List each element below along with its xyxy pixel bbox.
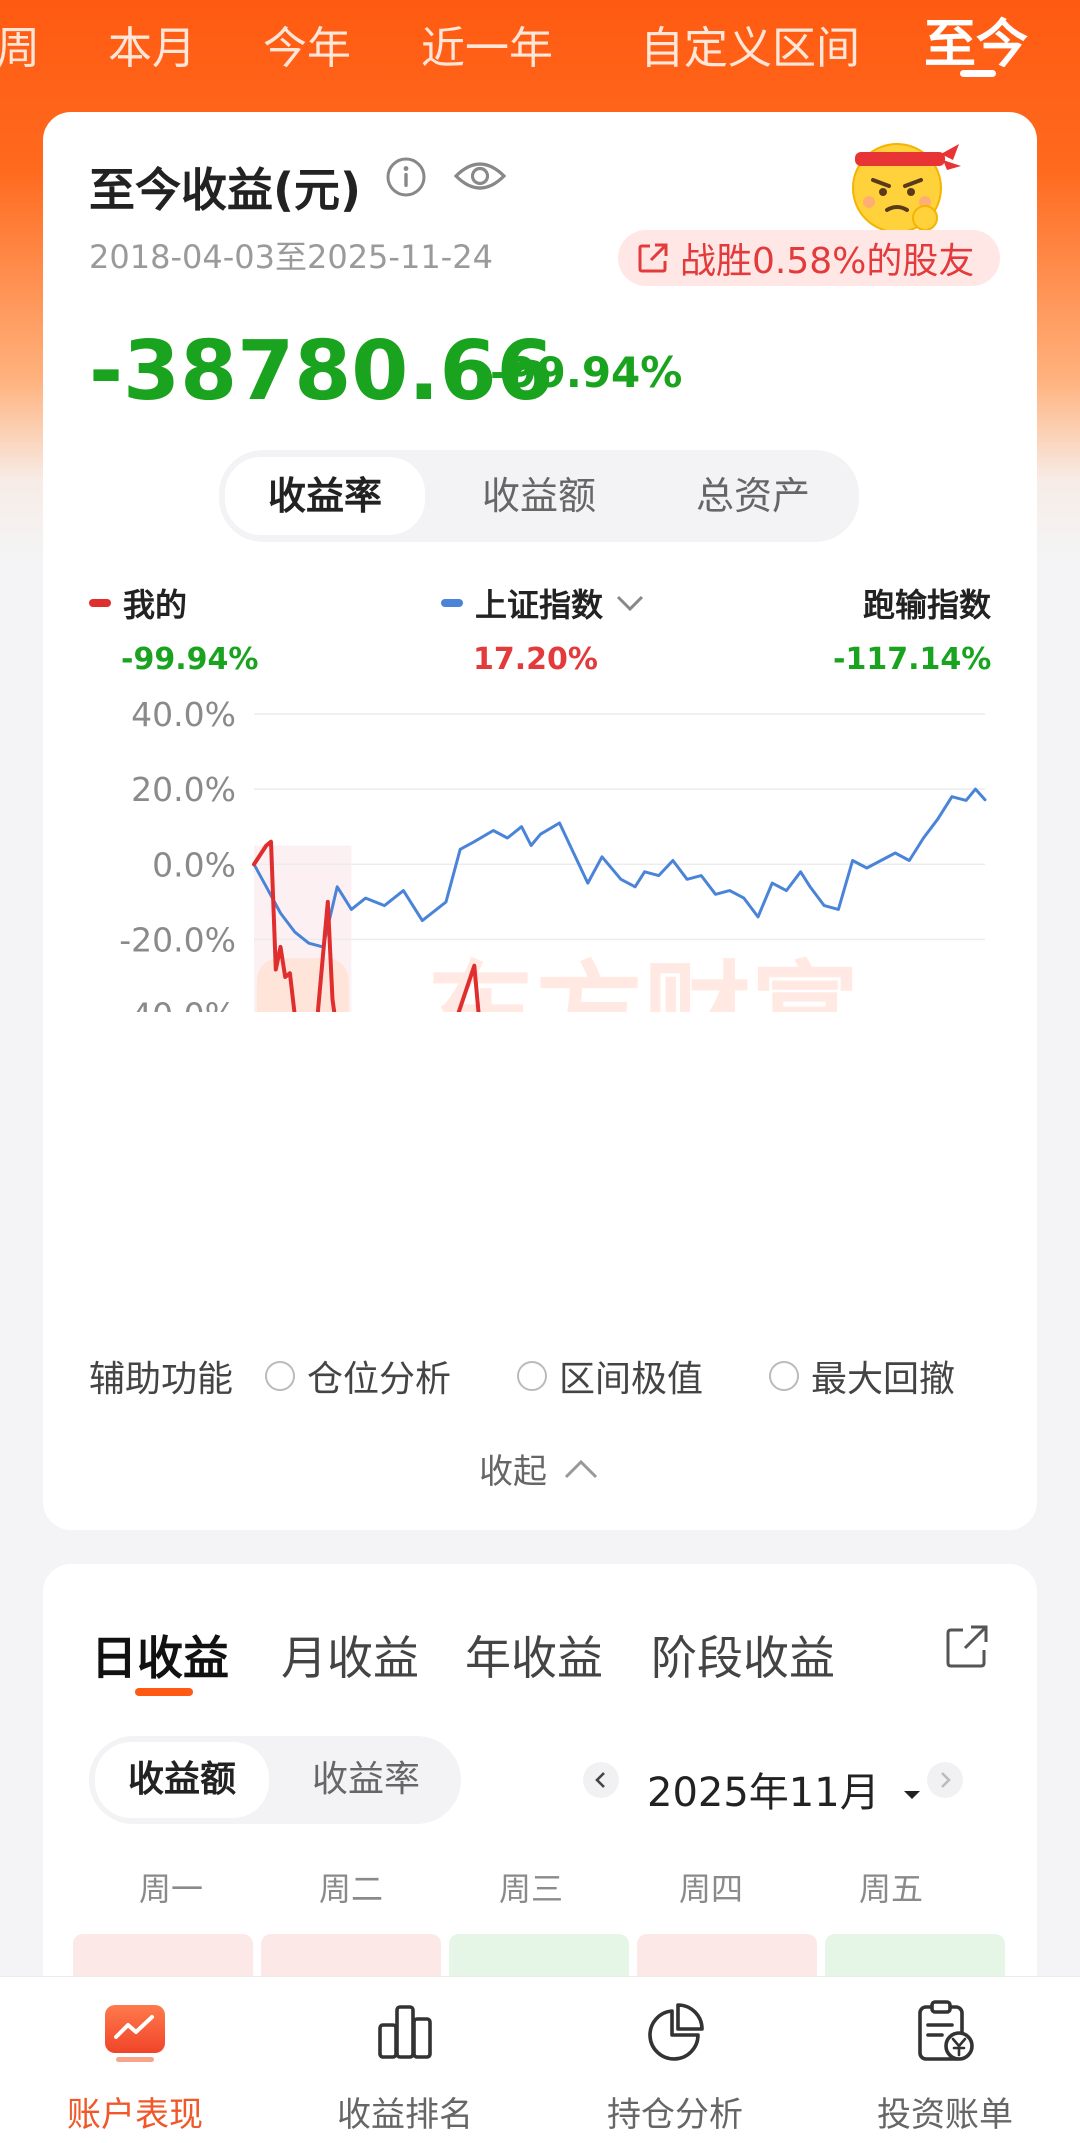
value-segmented-control: 收益额 收益率 <box>89 1736 461 1824</box>
pie-chart-icon <box>642 1999 708 2065</box>
aux-option-max-drawdown-label: 最大回撤 <box>811 1359 956 1400</box>
total-profit: -38780.66 <box>89 324 554 419</box>
prev-month-button[interactable] <box>583 1762 619 1798</box>
legend-index-label: 上证指数 <box>475 586 604 624</box>
next-month-button[interactable] <box>927 1762 963 1798</box>
weekday-tue: 周二 <box>318 1870 383 1908</box>
radio-max-drawdown[interactable] <box>769 1361 799 1391</box>
period-tabs: 周 本月 今年 近一年 自定义区间 至今 <box>0 0 1080 90</box>
value-tab-amount[interactable]: 收益额 <box>95 1742 269 1818</box>
aux-option-position[interactable]: 仓位分析 <box>265 1350 451 1402</box>
nav-investment-bill[interactable]: 投资账单 <box>810 1977 1080 2143</box>
watermark-logo-icon <box>256 958 349 1012</box>
aux-label: 辅助功能 <box>89 1359 234 1400</box>
chevron-up-icon <box>564 1459 598 1478</box>
collapse-button[interactable]: 收起 <box>479 1444 599 1493</box>
aux-option-position-label: 仓位分析 <box>307 1359 452 1400</box>
aux-option-range-extreme-label: 区间极值 <box>559 1359 704 1400</box>
legend-diff-label: 跑输指数 <box>862 586 991 624</box>
legend-index[interactable]: 上证指数 17.20% <box>441 580 645 677</box>
y-tick-label: -40.0% <box>119 996 236 1012</box>
y-tick-label: 40.0% <box>131 695 236 734</box>
collapse-label: 收起 <box>479 1452 547 1492</box>
tab-custom-range[interactable]: 自定义区间 <box>640 23 860 74</box>
nav-holding-analysis[interactable]: 持仓分析 <box>540 1977 810 2143</box>
nav-account-performance[interactable]: 账户表现 <box>0 1977 270 2143</box>
chevron-left-icon <box>595 1772 605 1788</box>
month-selector[interactable]: 2025年11月 <box>647 1760 922 1818</box>
value-tab-rate[interactable]: 收益率 <box>311 1759 420 1800</box>
info-icon[interactable] <box>385 156 427 202</box>
ranking-icon <box>372 1999 438 2065</box>
nav-label: 投资账单 <box>877 2095 1013 2135</box>
weekday-wed: 周三 <box>498 1870 563 1908</box>
legend-index-value: 17.20% <box>473 642 598 677</box>
summary-title: 至今收益(元) <box>89 163 362 217</box>
account-performance-icon <box>102 1999 168 2065</box>
legend-mine-value: -99.94% <box>121 642 259 677</box>
beat-badge-text: 战胜0.58%的股友 <box>680 241 975 282</box>
legend-index-swatch <box>441 599 463 607</box>
legend-mine: 我的 -99.94% <box>89 580 258 677</box>
tab-yearly-profit[interactable]: 年收益 <box>465 1631 603 1685</box>
tab-daily-profit[interactable]: 日收益 <box>91 1631 229 1685</box>
chevron-right-icon <box>941 1772 951 1788</box>
active-tab-indicator <box>960 70 996 77</box>
chart-watermark: 东方财富 <box>427 952 859 1012</box>
y-tick-label: 20.0% <box>131 770 236 809</box>
return-chart: 东方财富40.0%20.0%0.0%-20.0%-40.0%-60.0%-80.… <box>119 695 987 1012</box>
nav-label: 账户表现 <box>67 2095 203 2135</box>
tab-week[interactable]: 周 <box>0 23 40 74</box>
metric-tab-assets[interactable]: 总资产 <box>695 474 810 518</box>
metric-tab-rate[interactable]: 收益率 <box>225 457 425 535</box>
legend-mine-label: 我的 <box>123 586 188 624</box>
metric-segmented-control: 收益率 收益额 总资产 <box>219 450 859 542</box>
share-icon <box>638 243 668 273</box>
weekday-fri: 周五 <box>858 1870 923 1908</box>
legend-mine-swatch <box>89 599 111 607</box>
active-tab-indicator <box>135 1688 193 1696</box>
tab-monthly-profit[interactable]: 月收益 <box>281 1631 419 1685</box>
beat-badge[interactable]: 战胜0.58%的股友 <box>618 230 1001 286</box>
tab-stage-profit[interactable]: 阶段收益 <box>651 1631 835 1685</box>
bottom-nav: 账户表现 收益排名 持仓分析 <box>0 1976 1080 2143</box>
tab-to-date[interactable]: 至今 <box>924 15 1029 75</box>
weekday-mon: 周一 <box>138 1870 203 1908</box>
radio-position[interactable] <box>265 1361 295 1391</box>
nav-label: 收益排名 <box>337 2095 473 2135</box>
mascot-icon <box>843 130 963 240</box>
date-range: 2018-04-03至2025-11-24 <box>89 238 493 276</box>
tab-last-year[interactable]: 近一年 <box>421 23 553 74</box>
tab-this-year[interactable]: 今年 <box>263 23 351 74</box>
weekday-thu: 周四 <box>678 1870 743 1908</box>
radio-range-extreme[interactable] <box>517 1361 547 1391</box>
nav-ranking[interactable]: 收益排名 <box>270 1977 540 2143</box>
metric-tab-amount[interactable]: 收益额 <box>481 474 596 518</box>
total-rate: -99.94% <box>490 348 683 397</box>
aux-option-max-drawdown[interactable]: 最大回撤 <box>769 1350 955 1402</box>
bill-icon <box>912 1999 978 2065</box>
aux-option-range-extreme[interactable]: 区间极值 <box>517 1350 703 1402</box>
y-tick-label: -20.0% <box>119 920 236 959</box>
legend-diff: 跑输指数 -117.14% <box>833 580 991 677</box>
y-tick-label: 0.0% <box>152 845 236 884</box>
tab-this-month[interactable]: 本月 <box>108 23 196 74</box>
nav-label: 持仓分析 <box>607 2095 743 2135</box>
summary-card: 至今收益(元) 2018-04-03至2025-11-24 战胜0.58%的股友… <box>43 112 1037 1530</box>
eye-icon[interactable] <box>453 156 507 200</box>
share-icon[interactable] <box>943 1622 991 1674</box>
caret-down-icon <box>904 1791 921 1799</box>
chevron-down-icon <box>616 595 644 612</box>
series-index-line <box>252 787 987 949</box>
legend-diff-value: -117.14% <box>833 642 992 677</box>
month-label: 2025年11月 <box>647 1770 880 1816</box>
